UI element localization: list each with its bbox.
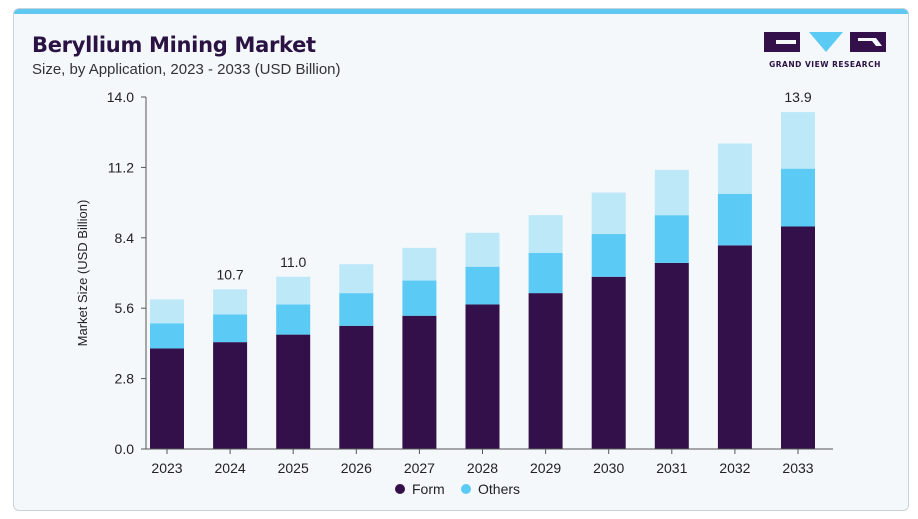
legend-marker-form	[395, 484, 405, 494]
bar-segment-3-2032	[717, 143, 752, 194]
bar-segment-3-2033	[781, 112, 815, 169]
x-tick-label: 2024	[215, 460, 246, 476]
bar-others-2032	[717, 193, 752, 246]
x-tick-label: 2027	[404, 460, 435, 476]
bar-segment-3-2024	[213, 289, 248, 315]
bar-others-2029	[528, 252, 563, 294]
bar-others-2027	[402, 280, 437, 316]
legend-marker-others	[461, 484, 471, 494]
y-tick-label: 14.0	[107, 89, 134, 105]
bar-form-2025	[276, 334, 311, 449]
bar-form-2023	[150, 348, 184, 449]
chart-card: Beryllium Mining Market Size, by Applica…	[13, 8, 909, 511]
bar-form-2031	[654, 262, 689, 449]
y-tick-label: 11.2	[108, 159, 134, 175]
stacked-bar-chart: 0.0 2.8 5.6 8.4 11.2 14.0 2023 2024 2025 2026 2027…	[75, 89, 833, 497]
x-tick-label: 2025	[278, 460, 309, 476]
bar-form-2033	[781, 226, 815, 449]
bar-others-2023	[150, 323, 184, 349]
bar-segment-3-2025	[276, 276, 311, 305]
bar-others-2026	[339, 293, 374, 326]
bar-form-2024	[213, 342, 248, 449]
legend-label-others: Others	[478, 481, 520, 497]
bar-others-2028	[465, 266, 500, 305]
bar-segment-3-2030	[591, 192, 626, 235]
x-tick-label: 2032	[719, 460, 750, 476]
bar-form-2027	[402, 315, 437, 449]
bar-others-2031	[654, 215, 689, 263]
bar-others-2025	[276, 304, 311, 335]
logo-chevron	[809, 32, 843, 52]
x-tick-label: 2023	[151, 460, 182, 476]
x-tick-label: 2031	[656, 460, 687, 476]
bar-others-2033	[781, 168, 815, 227]
logo-block-right	[850, 32, 886, 52]
bar-form-2026	[339, 325, 374, 449]
grand-view-research-logo	[764, 32, 886, 52]
y-axis-title: Market Size (USD Billion)	[75, 200, 90, 347]
chart-title: Beryllium Mining Market	[32, 33, 316, 57]
bar-segment-3-2031	[654, 169, 689, 216]
y-tick-label: 0.0	[115, 441, 135, 457]
bar-form-2032	[717, 245, 752, 449]
bar-form-2030	[591, 276, 626, 449]
bar-segment-3-2023	[150, 299, 184, 324]
bar-segment-3-2027	[402, 247, 437, 281]
x-tick-label: 2033	[782, 460, 813, 476]
x-tick-label: 2028	[467, 460, 498, 476]
bar-segment-3-2026	[339, 264, 374, 294]
x-tick-label: 2026	[341, 460, 372, 476]
accent-bar	[14, 9, 908, 14]
bar-others-2024	[213, 314, 248, 343]
x-tick-label: 2029	[530, 460, 561, 476]
bar-others-2030	[591, 234, 626, 277]
bar-form-2028	[465, 304, 500, 449]
y-tick-label: 2.8	[115, 371, 135, 387]
legend-label-form: Form	[412, 481, 445, 497]
data-label-2033: 13.9	[784, 89, 811, 105]
data-label-2025: 11.0	[280, 254, 306, 270]
bar-form-2029	[528, 293, 563, 449]
bar-segment-3-2028	[465, 232, 500, 267]
chart-subtitle: Size, by Application, 2023 - 2033 (USD B…	[32, 61, 341, 78]
data-label-2024: 10.7	[216, 266, 243, 282]
y-tick-label: 5.6	[115, 300, 135, 316]
y-tick-label: 8.4	[115, 230, 135, 246]
logo-text: GRAND VIEW RESEARCH	[769, 60, 881, 69]
bar-segment-3-2029	[528, 215, 563, 253]
x-tick-label: 2030	[593, 460, 624, 476]
